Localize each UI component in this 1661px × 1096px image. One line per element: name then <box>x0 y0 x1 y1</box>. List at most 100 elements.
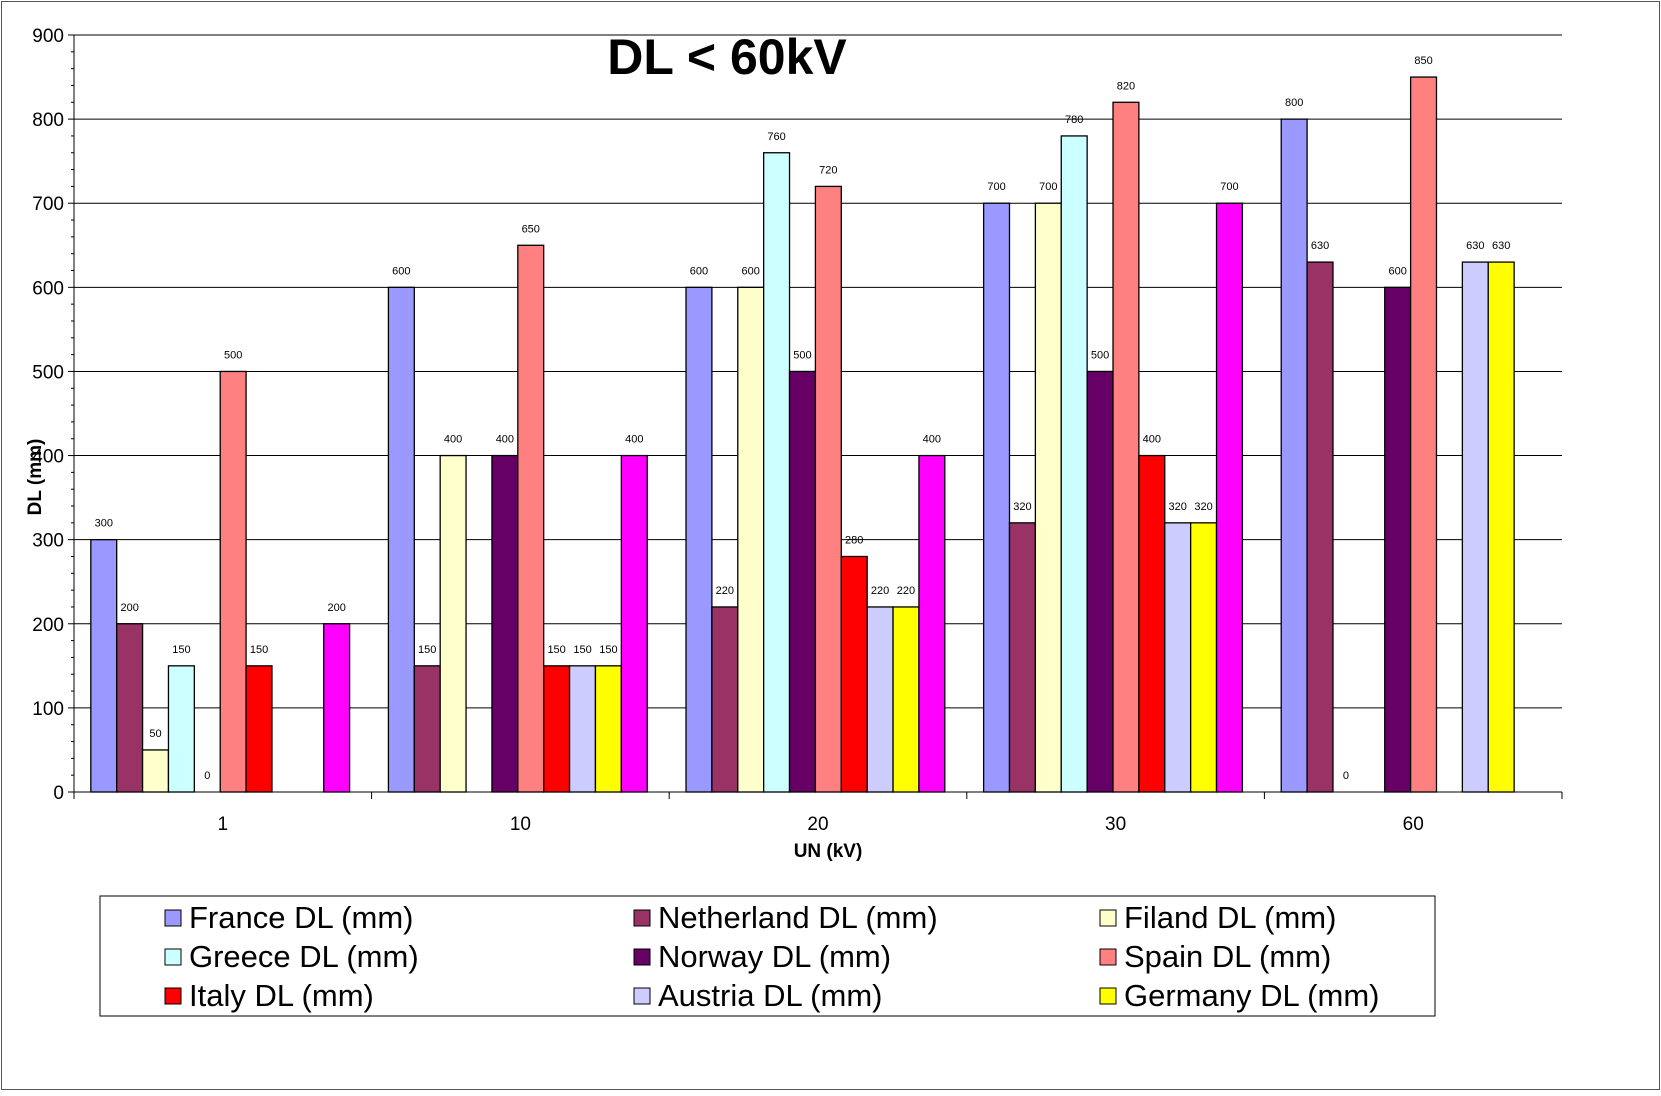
data-labels: 300 600 600 700 800 200 150 220 320 630 50 400 600 70… <box>95 55 1511 782</box>
data-label: 150 <box>172 644 190 656</box>
legend-label: Spain DL (mm) <box>1124 939 1331 974</box>
data-label: 700 <box>1220 181 1238 193</box>
legend-box <box>99 895 1436 1017</box>
data-label: 50 <box>149 728 161 740</box>
bar <box>141 749 170 793</box>
data-label: 200 <box>327 602 345 614</box>
y-tick-label: 0 <box>53 783 64 804</box>
data-label: 800 <box>1285 97 1303 109</box>
x-tick-label: 20 <box>807 814 828 835</box>
data-label: 400 <box>1143 434 1161 446</box>
bar <box>439 454 467 793</box>
legend-swatch <box>633 987 651 1005</box>
bar <box>620 454 648 793</box>
data-label: 630 <box>1492 240 1510 252</box>
data-label: 0 <box>1343 770 1349 782</box>
bar <box>866 606 894 793</box>
chart-title: DL < 60kV <box>607 29 847 85</box>
bar <box>1060 135 1088 793</box>
data-label: 400 <box>625 434 643 446</box>
data-label: 850 <box>1414 55 1432 67</box>
y-axis-label: DL (mm) <box>25 439 46 516</box>
bar <box>685 286 713 793</box>
data-label: 150 <box>573 644 591 656</box>
data-label: 300 <box>95 518 113 530</box>
data-label: 720 <box>819 164 837 176</box>
y-tick-label: 100 <box>32 699 64 720</box>
data-label: 820 <box>1117 80 1135 92</box>
bar <box>323 623 351 793</box>
data-label: 630 <box>1311 240 1329 252</box>
data-label: 650 <box>522 223 540 235</box>
legend-label: France DL (mm) <box>189 900 413 935</box>
y-tick-label: 400 <box>32 447 64 468</box>
data-label: 150 <box>547 644 565 656</box>
data-label: 200 <box>120 602 138 614</box>
data-label: 760 <box>767 131 785 143</box>
data-label: 320 <box>1194 501 1212 513</box>
bar <box>1306 261 1334 793</box>
bar <box>1487 261 1515 793</box>
bar <box>167 665 195 793</box>
data-label: 500 <box>793 349 811 361</box>
y-tick-label: 800 <box>32 110 64 131</box>
legend-swatch <box>1099 948 1117 966</box>
bar <box>1280 118 1308 793</box>
bar <box>543 665 571 793</box>
data-label: 400 <box>444 434 462 446</box>
data-label: 600 <box>1388 265 1406 277</box>
data-label: 320 <box>1169 501 1187 513</box>
bar <box>1086 370 1114 793</box>
bar <box>1164 522 1192 793</box>
legend-swatch <box>164 909 182 927</box>
bar <box>982 202 1011 793</box>
data-label: 280 <box>845 534 863 546</box>
bar <box>387 286 415 793</box>
bar <box>814 185 842 793</box>
data-label: 500 <box>224 349 242 361</box>
bar <box>1189 522 1218 793</box>
data-label: 220 <box>871 585 889 597</box>
data-label: 220 <box>897 585 915 597</box>
legend-label: Netherland DL (mm) <box>658 900 938 935</box>
data-label: 600 <box>690 265 708 277</box>
data-label: 220 <box>716 585 734 597</box>
data-label: 780 <box>1065 114 1083 126</box>
x-tick-label: 10 <box>510 814 531 835</box>
bar <box>491 454 519 793</box>
x-tick-label: 1 <box>218 814 229 835</box>
bar <box>1138 454 1166 793</box>
legend-swatch <box>1099 909 1117 927</box>
y-tick-label: 700 <box>32 194 64 215</box>
data-label: 700 <box>987 181 1005 193</box>
bar <box>1215 202 1244 793</box>
bar <box>711 606 739 793</box>
bar <box>568 665 597 793</box>
bar <box>763 152 791 793</box>
data-label: 600 <box>742 265 760 277</box>
x-axis-label: UN (kV) <box>794 841 863 862</box>
data-label: 150 <box>418 644 436 656</box>
bar <box>1384 286 1412 793</box>
data-label: 150 <box>250 644 268 656</box>
y-tick-label: 600 <box>32 278 64 299</box>
data-label: 0 <box>204 770 210 782</box>
legend-label: Austria DL (mm) <box>658 978 882 1013</box>
legend-swatch <box>164 948 182 966</box>
bar <box>840 555 868 793</box>
legend-swatch <box>633 948 651 966</box>
bar <box>737 286 765 793</box>
bar <box>1034 202 1062 793</box>
y-tick-label: 300 <box>32 531 64 552</box>
legend-swatch <box>164 987 182 1005</box>
x-tick-label: 30 <box>1105 814 1126 835</box>
legend-label: Italy DL (mm) <box>189 978 374 1013</box>
bar <box>1112 101 1140 793</box>
data-label: 600 <box>392 265 410 277</box>
data-label: 630 <box>1466 240 1484 252</box>
bar <box>219 370 247 793</box>
bar <box>517 244 545 793</box>
y-tick-label: 500 <box>32 362 64 383</box>
bar <box>90 539 118 793</box>
